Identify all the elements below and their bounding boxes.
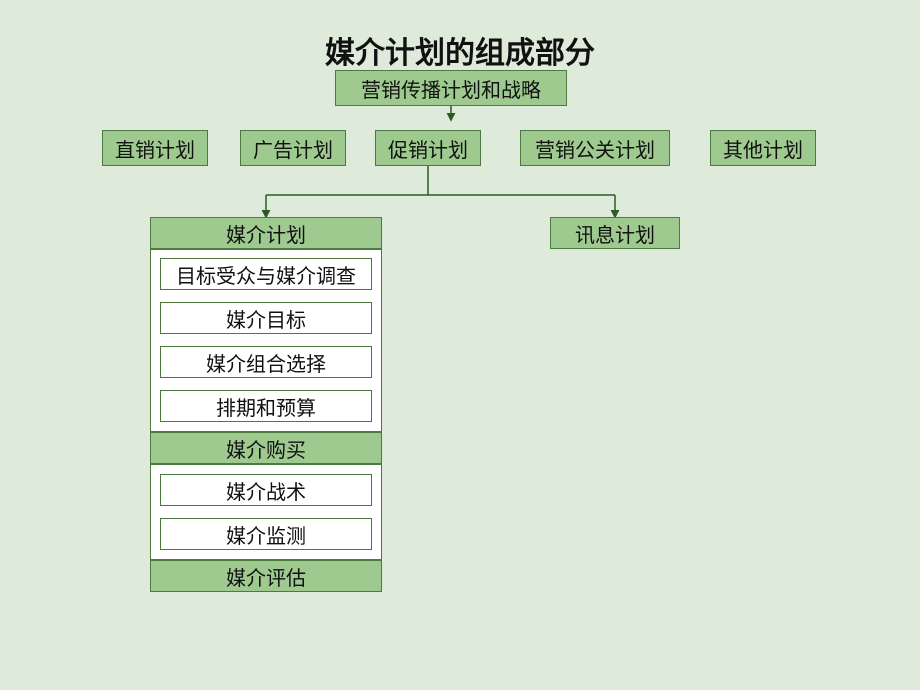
node-root: 营销传播计划和战略 (335, 70, 567, 106)
node-mp4: 排期和预算 (160, 390, 372, 422)
node-label: 媒介目标 (226, 304, 306, 333)
node-label: 媒介计划 (226, 219, 306, 248)
node-label: 排期和预算 (216, 392, 316, 421)
node-label: 媒介组合选择 (206, 348, 326, 377)
node-buy_header: 媒介购买 (150, 432, 382, 464)
node-n3: 促销计划 (375, 130, 481, 166)
node-label: 直销计划 (115, 134, 195, 163)
diagram-title: 媒介计划的组成部分 (0, 28, 920, 72)
node-n1: 直销计划 (102, 130, 208, 166)
node-mp3: 媒介组合选择 (160, 346, 372, 378)
node-n4: 营销公关计划 (520, 130, 670, 166)
node-n2: 广告计划 (240, 130, 346, 166)
node-label: 媒介评估 (226, 562, 306, 591)
node-eval: 媒介评估 (150, 560, 382, 592)
node-label: 讯息计划 (575, 219, 655, 248)
node-label: 媒介战术 (226, 476, 306, 505)
node-label: 其他计划 (723, 134, 803, 163)
node-label: 目标受众与媒介调查 (176, 260, 356, 289)
node-label: 营销公关计划 (535, 134, 655, 163)
node-label: 媒介监测 (226, 520, 306, 549)
node-info_plan: 讯息计划 (550, 217, 680, 249)
node-buy2: 媒介监测 (160, 518, 372, 550)
node-label: 媒介购买 (226, 434, 306, 463)
node-label: 营销传播计划和战略 (361, 74, 541, 103)
node-n5: 其他计划 (710, 130, 816, 166)
node-buy1: 媒介战术 (160, 474, 372, 506)
node-mp1: 目标受众与媒介调查 (160, 258, 372, 290)
node-mp_header: 媒介计划 (150, 217, 382, 249)
node-mp2: 媒介目标 (160, 302, 372, 334)
node-label: 促销计划 (388, 134, 468, 163)
node-label: 广告计划 (253, 134, 333, 163)
